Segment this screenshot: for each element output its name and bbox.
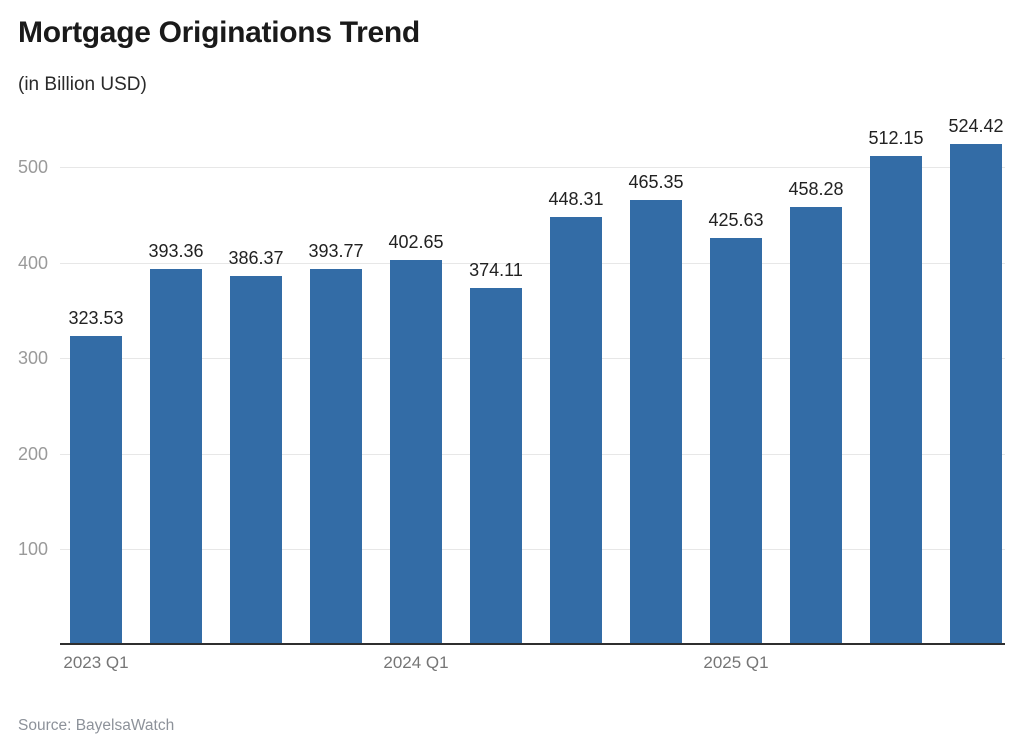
bar-2024-q4[interactable]: [630, 200, 682, 645]
bar-2024-q3[interactable]: [550, 216, 602, 645]
chart-title: Mortgage Originations Trend: [18, 16, 420, 49]
bar-value-label: 524.42: [948, 116, 1004, 136]
x-tick-label: 2025 Q1: [703, 653, 769, 672]
bar-2025-q2[interactable]: [790, 207, 842, 645]
bar-2023-q3[interactable]: [230, 275, 282, 645]
gridline-100: [60, 549, 1005, 551]
bar-value-label: 374.11: [469, 259, 523, 280]
gridline-200: [60, 453, 1005, 455]
x-tick-label: 2024 Q1: [383, 653, 449, 672]
x-axis-line: [60, 643, 1005, 645]
bar-2025-q3[interactable]: [870, 155, 922, 645]
bar-value-label: 512.15: [868, 127, 924, 148]
chart-subtitle: (in Billion USD): [18, 74, 147, 95]
source-caption: Source: BayelsaWatch: [18, 717, 175, 734]
bar-value-label: 323.53: [68, 307, 124, 328]
bar-value-label: 386.37: [228, 247, 284, 268]
y-tick-label: 200: [17, 443, 48, 464]
bar-value-label: 458.28: [788, 179, 844, 200]
bar-value-label: 393.77: [308, 240, 364, 261]
bar-2023-q2[interactable]: [150, 269, 202, 645]
y-tick-label: 500: [17, 157, 48, 178]
bar-2025-q1[interactable]: [710, 238, 762, 645]
bar-value-label: 425.63: [708, 210, 764, 231]
gridline-500: [60, 167, 1005, 169]
bar-value-label: 402.65: [388, 232, 444, 253]
bar-value-label: 465.35: [628, 172, 684, 193]
bar-value-label: 393.36: [148, 241, 204, 262]
y-tick-label: 400: [17, 252, 48, 273]
bar-2024-q1[interactable]: [390, 260, 442, 645]
gridline-300: [60, 358, 1005, 360]
bar-chart-plot: 100 200 300 400 500 323.53 393.36 386.37 393.77 4…: [0, 110, 1024, 672]
bar-value-label: 448.31: [548, 188, 604, 209]
bar-2025-q4[interactable]: [950, 144, 1002, 645]
y-tick-label: 300: [17, 348, 48, 369]
gridline-400: [60, 262, 1005, 264]
y-tick-label: 100: [17, 539, 48, 560]
bar-2024-q2[interactable]: [470, 287, 522, 645]
bar-2023-q1[interactable]: [70, 335, 122, 645]
x-tick-label: 2023 Q1: [63, 653, 129, 672]
bar-2023-q4[interactable]: [310, 268, 362, 645]
